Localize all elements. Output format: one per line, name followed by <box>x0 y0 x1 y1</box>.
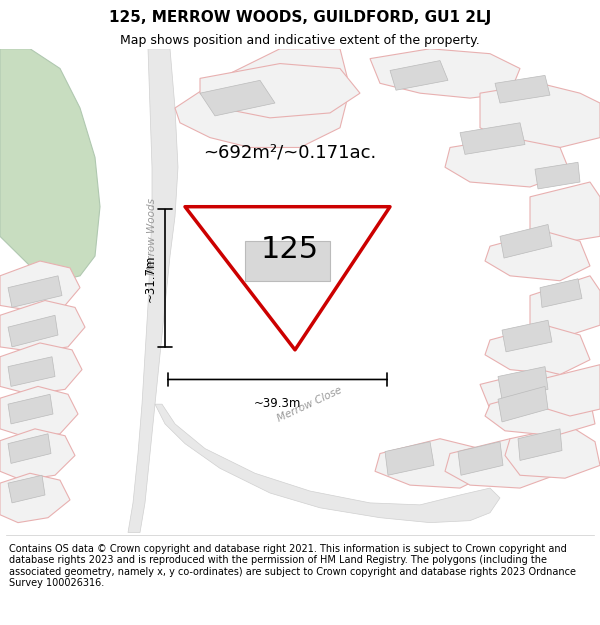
Text: ~39.3m: ~39.3m <box>254 398 301 410</box>
Polygon shape <box>245 241 330 281</box>
Polygon shape <box>370 49 520 98</box>
Polygon shape <box>518 429 562 461</box>
Polygon shape <box>200 81 275 116</box>
Polygon shape <box>0 473 70 522</box>
Polygon shape <box>8 394 53 424</box>
Polygon shape <box>175 49 350 148</box>
Polygon shape <box>155 404 500 522</box>
Polygon shape <box>540 279 582 308</box>
Polygon shape <box>480 83 600 148</box>
Polygon shape <box>498 367 548 399</box>
Polygon shape <box>8 434 51 463</box>
Polygon shape <box>8 276 62 308</box>
Polygon shape <box>128 49 178 532</box>
Polygon shape <box>502 320 552 352</box>
Polygon shape <box>498 386 548 422</box>
Polygon shape <box>460 122 525 154</box>
Polygon shape <box>385 442 434 475</box>
Polygon shape <box>480 369 585 414</box>
Polygon shape <box>0 386 78 438</box>
Polygon shape <box>8 357 55 386</box>
Polygon shape <box>485 386 595 436</box>
Text: 125: 125 <box>261 235 319 264</box>
Polygon shape <box>485 325 590 374</box>
Polygon shape <box>0 343 82 394</box>
Text: 125, MERROW WOODS, GUILDFORD, GU1 2LJ: 125, MERROW WOODS, GUILDFORD, GU1 2LJ <box>109 10 491 25</box>
Polygon shape <box>495 76 550 103</box>
Text: Merrow Woods: Merrow Woods <box>147 198 157 275</box>
Polygon shape <box>445 439 555 488</box>
Polygon shape <box>0 49 100 281</box>
Polygon shape <box>200 64 360 118</box>
Text: ~692m²/~0.171ac.: ~692m²/~0.171ac. <box>203 143 377 161</box>
Polygon shape <box>445 138 570 187</box>
Polygon shape <box>530 276 600 335</box>
Polygon shape <box>458 442 503 475</box>
Polygon shape <box>8 315 58 347</box>
Polygon shape <box>185 207 390 350</box>
Polygon shape <box>535 162 580 189</box>
Text: Merrow Close: Merrow Close <box>276 385 344 424</box>
Polygon shape <box>0 301 85 352</box>
Polygon shape <box>505 426 600 478</box>
Text: Map shows position and indicative extent of the property.: Map shows position and indicative extent… <box>120 34 480 47</box>
Polygon shape <box>538 364 600 416</box>
Polygon shape <box>530 182 600 241</box>
Polygon shape <box>0 429 75 480</box>
Polygon shape <box>485 231 590 281</box>
Text: Contains OS data © Crown copyright and database right 2021. This information is : Contains OS data © Crown copyright and d… <box>9 544 576 588</box>
Polygon shape <box>390 61 448 90</box>
Polygon shape <box>500 224 552 258</box>
Polygon shape <box>8 475 45 503</box>
Polygon shape <box>0 261 80 311</box>
Text: ~31.7m: ~31.7m <box>144 254 157 302</box>
Polygon shape <box>375 439 490 488</box>
